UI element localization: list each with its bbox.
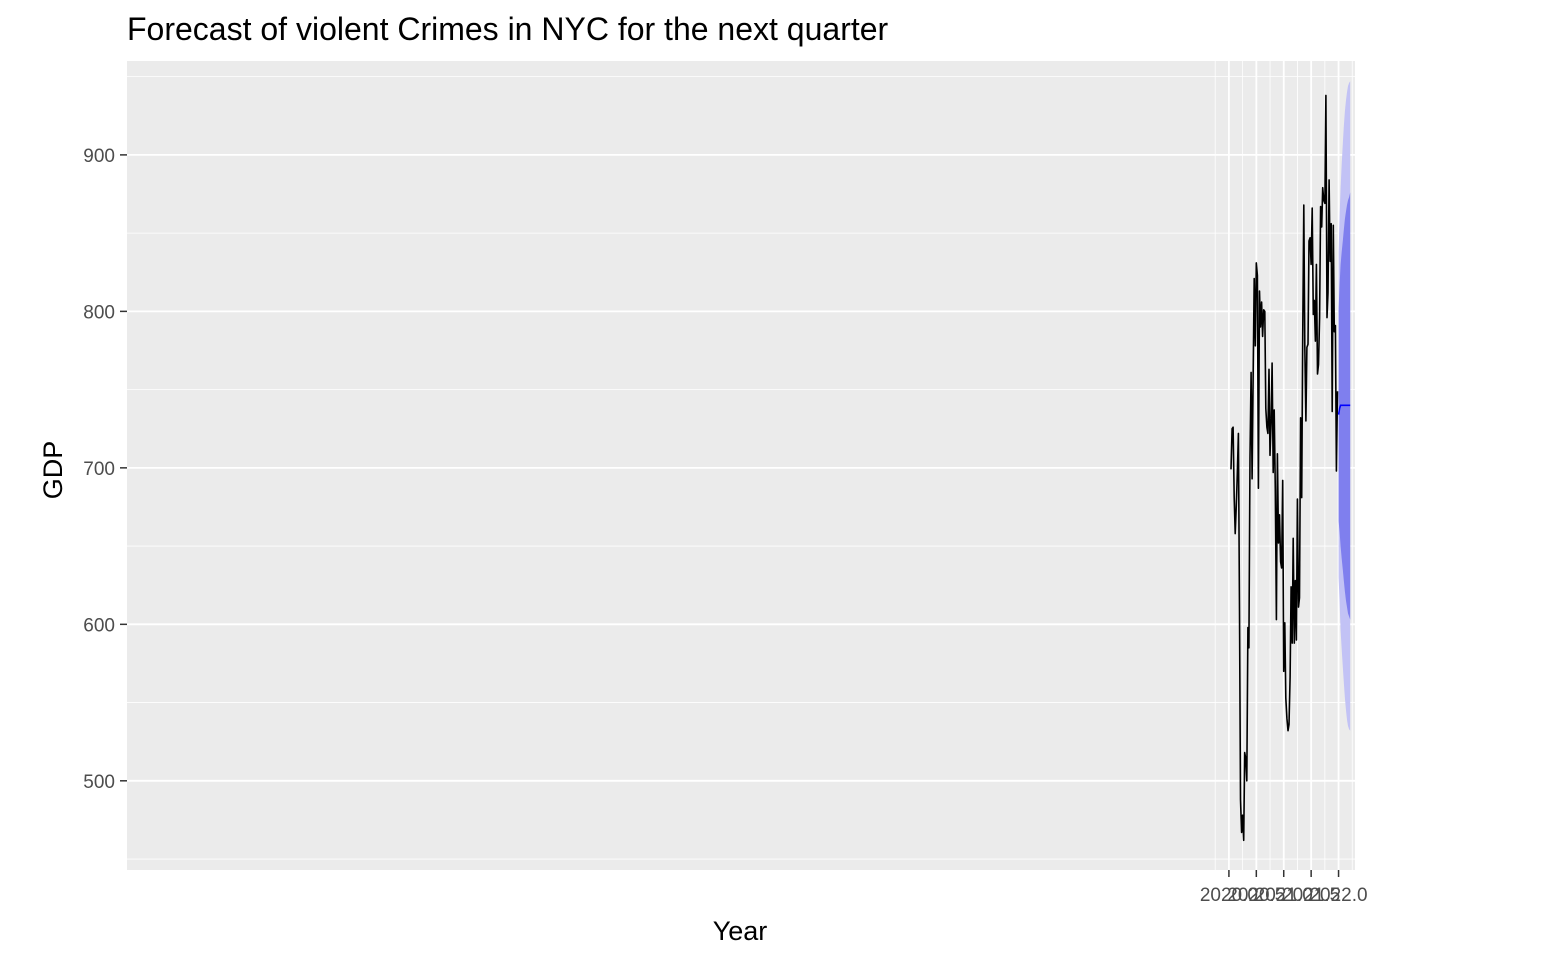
y-tick-label: 800 (83, 302, 115, 323)
x-tick-label: 2021.0 (1255, 885, 1313, 906)
series-lines (1230, 94, 1351, 842)
forecast-mean-line (1337, 404, 1351, 415)
chart-title: Forecast of violent Crimes in NYC for th… (127, 11, 889, 47)
plot-panel (127, 61, 1355, 870)
y-axis-title: GDP (38, 441, 68, 500)
y-tick-label: 700 (83, 459, 115, 480)
x-axis-title: Year (713, 916, 768, 946)
y-tick-label: 900 (83, 146, 115, 167)
grid-lines (127, 61, 1355, 870)
observed-series-line (1230, 94, 1339, 842)
x-tick-label: 2022.0 (1309, 885, 1367, 906)
x-tick-label: 2020.0 (1200, 885, 1258, 906)
y-tick-label: 600 (83, 615, 115, 636)
x-tick-label: 2021.5 (1282, 885, 1340, 906)
x-tick-label: 2020.5 (1227, 885, 1285, 906)
y-tick-label: 500 (83, 772, 115, 793)
